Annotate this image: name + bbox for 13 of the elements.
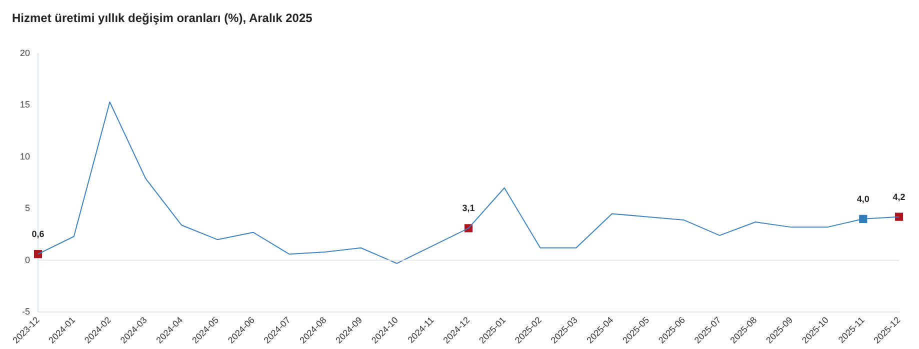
data-label: 4,0 xyxy=(856,194,870,204)
y-tick-label: 5 xyxy=(24,203,30,214)
y-tick-label: 15 xyxy=(20,100,30,110)
data-label: 3,1 xyxy=(462,203,475,214)
y-tick-label: 10 xyxy=(20,151,30,162)
chart-title: Hizmet üretimi yıllık değişim oranları (%), Aralık 2025 xyxy=(12,11,312,25)
y-tick-label: -5 xyxy=(22,306,30,316)
y-tick-label: 20 xyxy=(20,48,30,58)
y-tick-label: 0 xyxy=(24,254,30,265)
data-label: 4,2 xyxy=(892,192,906,202)
data-label: 0,6 xyxy=(32,229,44,240)
point xyxy=(894,212,904,221)
point xyxy=(34,250,42,258)
